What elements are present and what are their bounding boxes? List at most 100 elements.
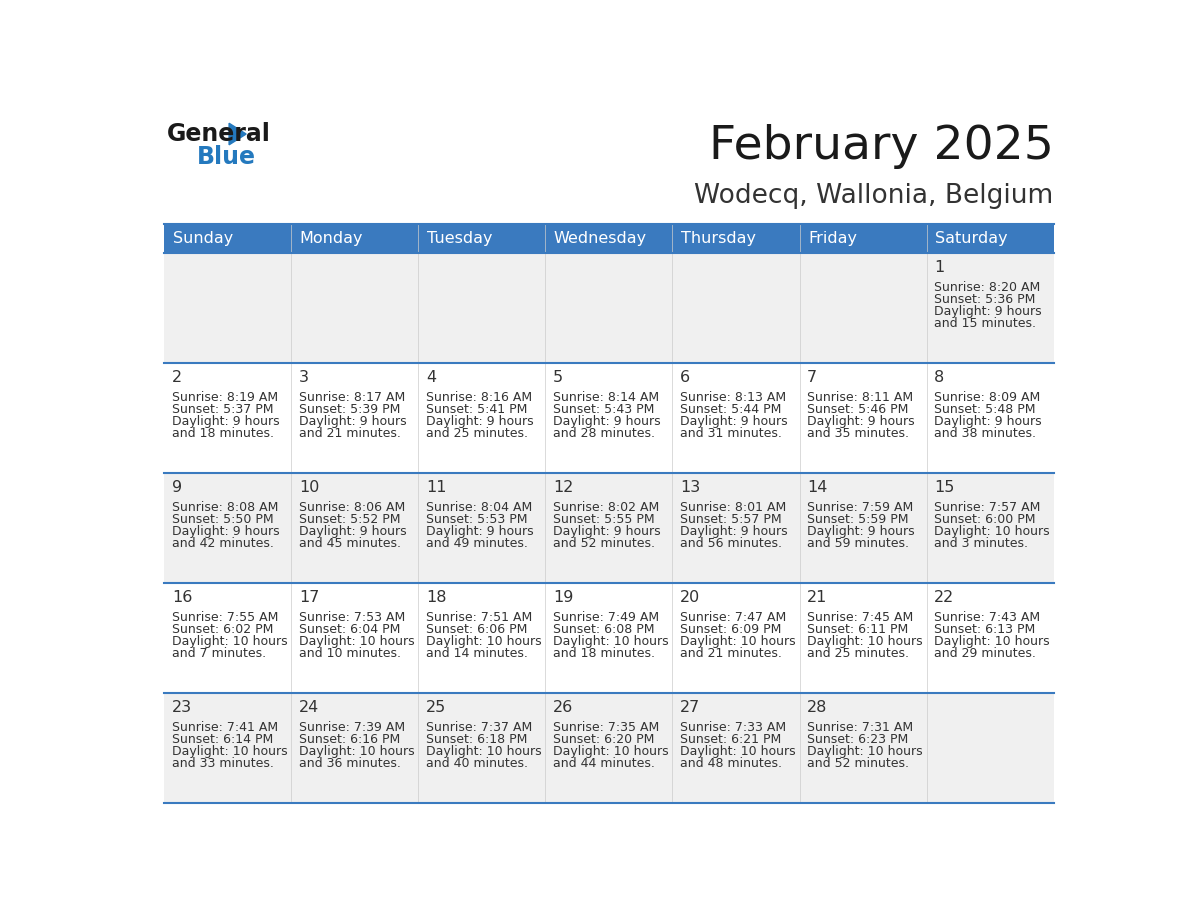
Text: Sunset: 5:41 PM: Sunset: 5:41 PM xyxy=(426,403,527,416)
Text: Daylight: 10 hours: Daylight: 10 hours xyxy=(172,635,287,648)
Bar xyxy=(164,364,1054,474)
Text: Daylight: 10 hours: Daylight: 10 hours xyxy=(808,744,923,757)
Text: Sunrise: 7:33 AM: Sunrise: 7:33 AM xyxy=(681,721,786,733)
Text: 8: 8 xyxy=(934,370,944,386)
Text: Daylight: 9 hours: Daylight: 9 hours xyxy=(426,525,533,538)
Text: Sunrise: 8:08 AM: Sunrise: 8:08 AM xyxy=(172,501,278,514)
Text: Daylight: 10 hours: Daylight: 10 hours xyxy=(934,525,1050,538)
Text: Monday: Monday xyxy=(299,231,364,246)
Text: 6: 6 xyxy=(681,370,690,386)
Text: Sunset: 6:18 PM: Sunset: 6:18 PM xyxy=(426,733,527,745)
Text: Sunset: 5:57 PM: Sunset: 5:57 PM xyxy=(681,513,782,526)
Text: Daylight: 9 hours: Daylight: 9 hours xyxy=(299,525,406,538)
Text: Sunset: 6:13 PM: Sunset: 6:13 PM xyxy=(934,623,1036,636)
Text: 11: 11 xyxy=(426,480,447,495)
Text: Sunrise: 8:11 AM: Sunrise: 8:11 AM xyxy=(808,391,914,404)
Text: 14: 14 xyxy=(808,480,828,495)
Text: 25: 25 xyxy=(426,700,447,715)
Bar xyxy=(164,253,1054,364)
Text: Daylight: 9 hours: Daylight: 9 hours xyxy=(554,525,661,538)
Text: Sunset: 6:02 PM: Sunset: 6:02 PM xyxy=(172,623,273,636)
Text: Sunset: 6:21 PM: Sunset: 6:21 PM xyxy=(681,733,782,745)
Bar xyxy=(545,224,672,253)
Text: 9: 9 xyxy=(172,480,182,495)
Text: Sunset: 5:48 PM: Sunset: 5:48 PM xyxy=(934,403,1036,416)
Bar xyxy=(418,224,545,253)
Text: 7: 7 xyxy=(808,370,817,386)
Text: and 7 minutes.: and 7 minutes. xyxy=(172,647,266,660)
Text: 5: 5 xyxy=(554,370,563,386)
Text: 1: 1 xyxy=(934,261,944,275)
Text: Sunrise: 8:04 AM: Sunrise: 8:04 AM xyxy=(426,501,532,514)
Text: Sunrise: 8:13 AM: Sunrise: 8:13 AM xyxy=(681,391,786,404)
Text: General: General xyxy=(168,122,271,146)
Text: Sunset: 6:06 PM: Sunset: 6:06 PM xyxy=(426,623,527,636)
Text: Sunset: 5:46 PM: Sunset: 5:46 PM xyxy=(808,403,909,416)
Text: Sunrise: 7:31 AM: Sunrise: 7:31 AM xyxy=(808,721,914,733)
Text: Sunrise: 7:51 AM: Sunrise: 7:51 AM xyxy=(426,611,532,624)
Text: Daylight: 10 hours: Daylight: 10 hours xyxy=(934,635,1050,648)
Text: and 38 minutes.: and 38 minutes. xyxy=(934,427,1036,440)
Text: February 2025: February 2025 xyxy=(709,124,1054,169)
Text: Daylight: 9 hours: Daylight: 9 hours xyxy=(808,525,915,538)
Text: Daylight: 9 hours: Daylight: 9 hours xyxy=(554,415,661,428)
Text: Sunset: 5:55 PM: Sunset: 5:55 PM xyxy=(554,513,655,526)
Text: Sunrise: 8:14 AM: Sunrise: 8:14 AM xyxy=(554,391,659,404)
Text: and 52 minutes.: and 52 minutes. xyxy=(808,756,909,769)
Text: Sunrise: 8:02 AM: Sunrise: 8:02 AM xyxy=(554,501,659,514)
Text: Wodecq, Wallonia, Belgium: Wodecq, Wallonia, Belgium xyxy=(695,184,1054,209)
Text: 21: 21 xyxy=(808,590,828,605)
Text: Daylight: 10 hours: Daylight: 10 hours xyxy=(172,744,287,757)
Text: and 42 minutes.: and 42 minutes. xyxy=(172,537,273,550)
Text: Sunrise: 8:19 AM: Sunrise: 8:19 AM xyxy=(172,391,278,404)
Text: 23: 23 xyxy=(172,700,192,715)
Text: and 36 minutes.: and 36 minutes. xyxy=(299,756,400,769)
Text: Friday: Friday xyxy=(808,231,857,246)
Text: Daylight: 10 hours: Daylight: 10 hours xyxy=(681,744,796,757)
Text: Sunset: 6:20 PM: Sunset: 6:20 PM xyxy=(554,733,655,745)
Text: Daylight: 10 hours: Daylight: 10 hours xyxy=(426,635,542,648)
Bar xyxy=(164,693,1054,803)
Text: Sunrise: 7:55 AM: Sunrise: 7:55 AM xyxy=(172,611,278,624)
Bar xyxy=(672,224,800,253)
Text: Daylight: 9 hours: Daylight: 9 hours xyxy=(172,525,279,538)
Text: Sunday: Sunday xyxy=(172,231,233,246)
Text: and 10 minutes.: and 10 minutes. xyxy=(299,647,400,660)
Text: 16: 16 xyxy=(172,590,192,605)
Text: 20: 20 xyxy=(681,590,701,605)
Text: Sunrise: 7:45 AM: Sunrise: 7:45 AM xyxy=(808,611,914,624)
Polygon shape xyxy=(229,123,246,145)
Text: Sunset: 5:43 PM: Sunset: 5:43 PM xyxy=(554,403,655,416)
Text: Sunrise: 7:59 AM: Sunrise: 7:59 AM xyxy=(808,501,914,514)
Text: 28: 28 xyxy=(808,700,828,715)
Text: 22: 22 xyxy=(934,590,955,605)
Bar xyxy=(164,224,291,253)
Text: Sunrise: 8:09 AM: Sunrise: 8:09 AM xyxy=(934,391,1041,404)
Text: and 18 minutes.: and 18 minutes. xyxy=(554,647,655,660)
Text: and 28 minutes.: and 28 minutes. xyxy=(554,427,655,440)
Text: and 44 minutes.: and 44 minutes. xyxy=(554,756,655,769)
Text: Sunrise: 7:47 AM: Sunrise: 7:47 AM xyxy=(681,611,786,624)
Text: 2: 2 xyxy=(172,370,182,386)
Text: 4: 4 xyxy=(426,370,436,386)
Text: Sunset: 6:08 PM: Sunset: 6:08 PM xyxy=(554,623,655,636)
Text: Daylight: 10 hours: Daylight: 10 hours xyxy=(554,635,669,648)
Text: Sunrise: 7:35 AM: Sunrise: 7:35 AM xyxy=(554,721,659,733)
Text: Sunset: 5:50 PM: Sunset: 5:50 PM xyxy=(172,513,273,526)
Text: and 21 minutes.: and 21 minutes. xyxy=(299,427,400,440)
Text: Sunrise: 8:16 AM: Sunrise: 8:16 AM xyxy=(426,391,532,404)
Text: Sunset: 5:37 PM: Sunset: 5:37 PM xyxy=(172,403,273,416)
Text: and 56 minutes.: and 56 minutes. xyxy=(681,537,782,550)
Text: 13: 13 xyxy=(681,480,701,495)
Text: and 45 minutes.: and 45 minutes. xyxy=(299,537,400,550)
Bar xyxy=(164,474,1054,583)
Text: Daylight: 9 hours: Daylight: 9 hours xyxy=(172,415,279,428)
Text: 3: 3 xyxy=(299,370,309,386)
Text: Sunrise: 7:43 AM: Sunrise: 7:43 AM xyxy=(934,611,1041,624)
Text: Sunset: 6:04 PM: Sunset: 6:04 PM xyxy=(299,623,400,636)
Text: 10: 10 xyxy=(299,480,320,495)
Text: 24: 24 xyxy=(299,700,320,715)
Text: Sunset: 5:36 PM: Sunset: 5:36 PM xyxy=(934,293,1036,306)
Text: Daylight: 10 hours: Daylight: 10 hours xyxy=(299,635,415,648)
Text: Daylight: 9 hours: Daylight: 9 hours xyxy=(426,415,533,428)
